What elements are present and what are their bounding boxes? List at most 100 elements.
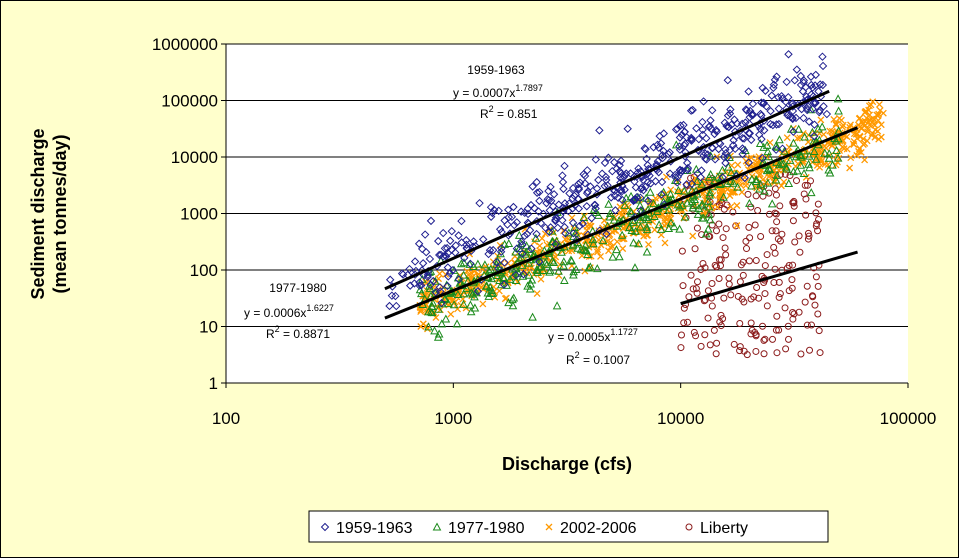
data-point <box>784 50 793 59</box>
data-point <box>512 218 522 227</box>
data-point <box>698 117 707 127</box>
data-point <box>583 187 592 196</box>
data-point <box>710 176 719 185</box>
data-point <box>796 152 806 161</box>
data-point <box>773 218 781 226</box>
data-point <box>447 245 456 254</box>
data-point <box>789 217 797 225</box>
data-point <box>853 151 861 159</box>
data-point <box>789 261 797 269</box>
data-point <box>847 154 855 162</box>
data-point <box>760 126 769 135</box>
data-point <box>693 224 701 232</box>
data-point <box>776 202 784 210</box>
data-point <box>782 164 791 173</box>
data-point <box>488 245 498 255</box>
data-point <box>486 212 496 221</box>
data-point <box>744 87 753 96</box>
data-point <box>483 288 493 297</box>
data-point <box>431 288 440 297</box>
data-point <box>615 167 624 176</box>
data-point <box>788 284 796 292</box>
data-point <box>475 198 484 208</box>
data-point <box>772 120 781 129</box>
data-point <box>504 212 514 222</box>
data-point <box>697 266 705 274</box>
data-point <box>586 182 595 191</box>
data-point <box>677 166 687 175</box>
data-point <box>706 124 716 134</box>
annotation-1977-title: 1977-1980 <box>269 281 327 295</box>
data-point <box>804 117 814 126</box>
data-point <box>636 222 645 231</box>
data-point <box>726 105 735 114</box>
data-point <box>726 167 736 176</box>
data-point <box>546 182 555 192</box>
data-point <box>570 191 579 201</box>
data-point <box>809 131 819 141</box>
data-point <box>602 229 611 239</box>
data-point <box>713 203 721 211</box>
data-point <box>812 209 820 217</box>
data-point <box>755 130 764 139</box>
data-point <box>758 153 767 163</box>
series-1959-1963 <box>385 50 832 311</box>
data-point <box>791 238 799 246</box>
y-ticks: 1 10 100 1000 10000 100000 1000000 <box>152 35 226 393</box>
data-point <box>846 164 854 172</box>
data-point <box>583 249 593 258</box>
data-point <box>604 153 613 162</box>
data-point <box>753 284 761 292</box>
data-point <box>594 246 602 254</box>
data-point <box>535 262 544 271</box>
data-point <box>646 164 656 173</box>
data-point <box>613 193 623 202</box>
data-point <box>669 222 679 231</box>
data-point <box>772 326 780 334</box>
data-point <box>534 257 544 267</box>
data-point <box>589 239 598 248</box>
data-point <box>500 216 509 225</box>
data-point <box>508 301 518 310</box>
data-point <box>453 290 463 299</box>
data-point <box>698 125 707 135</box>
data-point <box>722 179 732 188</box>
data-point <box>560 199 570 208</box>
annotation-liberty-r2: R2 = 0.1007 <box>566 350 630 367</box>
data-point <box>765 189 773 197</box>
legend-label: 1977-1980 <box>448 520 525 537</box>
data-point <box>427 308 437 317</box>
data-point <box>634 164 643 173</box>
data-point <box>462 236 471 245</box>
data-point <box>701 331 709 339</box>
data-point <box>715 275 723 283</box>
data-point <box>780 146 789 155</box>
data-point <box>772 210 780 218</box>
data-point <box>838 123 846 131</box>
data-point <box>492 257 501 267</box>
data-point <box>385 301 394 311</box>
data-point <box>808 83 817 92</box>
data-point <box>822 109 832 119</box>
data-point <box>711 125 721 135</box>
data-point <box>708 106 717 115</box>
data-point <box>466 259 475 269</box>
data-point <box>480 260 490 269</box>
data-point <box>651 177 660 186</box>
data-point <box>538 234 546 242</box>
data-point <box>723 111 733 120</box>
data-point <box>725 274 733 282</box>
data-point <box>756 109 765 119</box>
data-point <box>606 193 616 202</box>
data-point <box>397 269 407 278</box>
data-point <box>712 227 720 235</box>
data-point <box>652 206 662 215</box>
data-point <box>692 332 700 340</box>
data-point <box>683 163 693 173</box>
data-point <box>817 116 825 124</box>
data-point <box>488 208 497 218</box>
annotation-1977-equation: y = 0.0006x1.6227 <box>244 303 334 320</box>
data-point <box>697 199 707 208</box>
data-point <box>814 227 822 235</box>
data-point <box>704 202 714 211</box>
